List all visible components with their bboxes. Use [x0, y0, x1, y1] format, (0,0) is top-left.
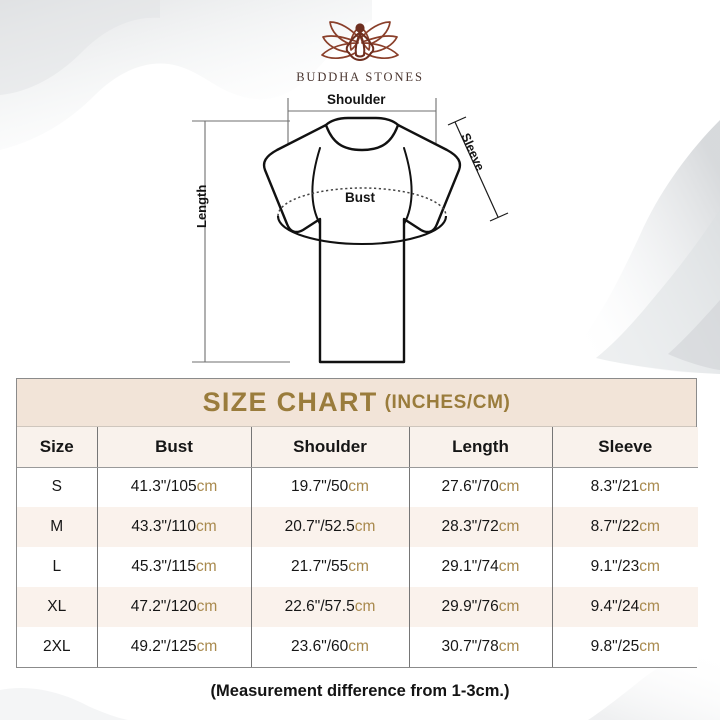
size-chart-banner: SIZE CHART (INCHES/CM) — [17, 379, 696, 427]
measure-value: 49.2"/125 — [130, 638, 197, 655]
measure-unit: cm — [348, 478, 369, 496]
table-header-row: Size Bust Shoulder Length Sleeve — [17, 427, 698, 468]
measure-value: 29.9"/76 — [441, 598, 499, 615]
measure-value: 47.2"/120 — [130, 598, 197, 615]
measure-unit: cm — [498, 478, 520, 496]
shoulder-label: Shoulder — [327, 92, 386, 107]
length-label: Length — [194, 184, 209, 228]
bust-label: Bust — [345, 190, 375, 205]
measure-unit: cm — [196, 558, 217, 575]
measure-unit: cm — [498, 558, 520, 575]
column-header-shoulder: Shoulder — [251, 427, 410, 468]
cell-bust: 47.2"/120cm — [97, 587, 252, 627]
measure-value: 22.6"/57.5 — [284, 598, 355, 615]
measure-unit: cm — [639, 558, 660, 575]
table-body: S 41.3"/105cm 19.7"/50cm 27.6"/70cm 8.3"/21c… — [17, 467, 698, 667]
cell-shoulder: 21.7"/55cm — [251, 547, 410, 587]
cell-sleeve: 9.4"/24cm — [552, 587, 698, 627]
cell-shoulder: 22.6"/57.5cm — [251, 587, 410, 627]
measure-value: 28.3"/72 — [441, 518, 499, 535]
tshirt-measurement-diagram — [192, 98, 509, 364]
cell-bust: 45.3"/115cm — [97, 547, 252, 587]
measure-value: 43.3"/110 — [131, 518, 196, 535]
measure-unit: cm — [639, 638, 660, 655]
size-chart-table-container: SIZE CHART (INCHES/CM) Size Bust Shoulde… — [16, 378, 698, 668]
cell-size: L — [17, 547, 98, 587]
tshirt-outline-icon — [262, 116, 462, 364]
measure-unit: cm — [498, 638, 520, 655]
measure-unit: cm — [498, 518, 520, 535]
cell-size: S — [17, 467, 98, 507]
cell-length: 30.7"/78cm — [409, 627, 553, 667]
size-chart-title: SIZE CHART — [202, 387, 378, 417]
measure-value: 8.7"/22 — [590, 518, 640, 535]
measure-value: 9.1"/23 — [590, 558, 640, 575]
cell-length: 27.6"/70cm — [409, 467, 553, 507]
column-header-sleeve: Sleeve — [552, 427, 698, 468]
column-header-length: Length — [409, 427, 553, 468]
measure-unit: cm — [498, 598, 520, 615]
brand-logo: BUDDHA STONES — [0, 12, 720, 85]
table-row: 2XL 49.2"/125cm 23.6"/60cm 30.7"/78cm 9.8"/2… — [17, 627, 698, 667]
cell-bust: 41.3"/105cm — [97, 467, 252, 507]
measure-unit: cm — [348, 638, 369, 655]
cell-sleeve: 9.8"/25cm — [552, 627, 698, 667]
cell-size: XL — [17, 587, 98, 627]
measure-unit: cm — [196, 598, 218, 615]
cell-bust: 49.2"/125cm — [97, 627, 252, 667]
measure-value: 41.3"/105 — [130, 478, 197, 496]
brand-name: BUDDHA STONES — [296, 70, 424, 84]
measure-unit: cm — [348, 558, 369, 575]
column-header-bust: Bust — [97, 427, 252, 468]
table-row: XL 47.2"/120cm 22.6"/57.5cm 29.9"/76cm 9.4"/… — [17, 587, 698, 627]
measure-value: 23.6"/60 — [291, 638, 349, 655]
measure-value: 20.7"/52.5 — [284, 518, 355, 535]
table-row: M 43.3"/110cm 20.7"/52.5cm 28.3"/72cm 8.7"/2… — [17, 507, 698, 547]
cell-size: M — [17, 507, 98, 547]
measurement-disclaimer: (Measurement difference from 1-3cm.) — [210, 682, 510, 700]
measure-value: 27.6"/70 — [441, 478, 499, 496]
measure-value: 45.3"/115 — [131, 558, 196, 575]
measure-unit: cm — [196, 518, 217, 535]
measure-value: 21.7"/55 — [291, 558, 349, 575]
cell-sleeve: 9.1"/23cm — [552, 547, 698, 587]
cell-length: 29.9"/76cm — [409, 587, 553, 627]
measure-unit: cm — [639, 478, 660, 496]
measure-value: 9.4"/24 — [590, 598, 640, 615]
cell-shoulder: 20.7"/52.5cm — [251, 507, 410, 547]
measure-value: 30.7"/78 — [441, 638, 499, 655]
measure-value: 9.8"/25 — [590, 638, 640, 655]
cell-length: 29.1"/74cm — [409, 547, 553, 587]
measure-unit: cm — [196, 638, 218, 655]
cell-sleeve: 8.3"/21cm — [552, 467, 698, 507]
measure-unit: cm — [354, 598, 376, 615]
measure-unit: cm — [639, 598, 660, 615]
cell-sleeve: 8.7"/22cm — [552, 507, 698, 547]
size-chart-table: Size Bust Shoulder Length Sleeve S 41.3"/… — [17, 427, 698, 667]
measure-unit: cm — [354, 518, 376, 535]
measure-value: 19.7"/50 — [291, 478, 349, 496]
measure-value: 29.1"/74 — [441, 558, 499, 575]
measure-unit: cm — [196, 478, 218, 496]
cell-shoulder: 19.7"/50cm — [251, 467, 410, 507]
cell-shoulder: 23.6"/60cm — [251, 627, 410, 667]
cell-length: 28.3"/72cm — [409, 507, 553, 547]
table-row: S 41.3"/105cm 19.7"/50cm 27.6"/70cm 8.3"/21c… — [17, 467, 698, 507]
size-chart-title-unit: (INCHES/CM) — [384, 391, 511, 413]
column-header-size: Size — [17, 427, 98, 468]
lotus-meditation-icon — [321, 21, 399, 61]
measure-unit: cm — [639, 518, 660, 535]
table-row: L 45.3"/115cm 21.7"/55cm 29.1"/74cm 9.1"/23c… — [17, 547, 698, 587]
cell-size: 2XL — [17, 627, 98, 667]
cell-bust: 43.3"/110cm — [97, 507, 252, 547]
measure-value: 8.3"/21 — [590, 478, 640, 496]
